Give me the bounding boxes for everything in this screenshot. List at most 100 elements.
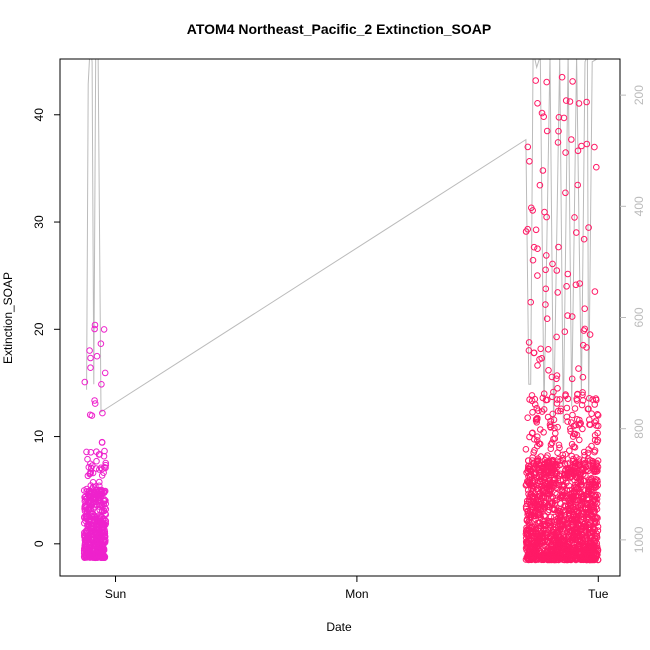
data-point — [541, 520, 548, 528]
data-point — [542, 301, 549, 308]
data-point — [554, 536, 562, 543]
data-point — [571, 477, 578, 484]
data-point — [568, 136, 575, 143]
data-point — [537, 426, 544, 433]
data-point — [569, 544, 576, 552]
data-point — [101, 533, 108, 540]
data-point — [532, 528, 539, 536]
data-point — [571, 515, 579, 523]
data-point — [583, 496, 591, 503]
data-point — [546, 499, 554, 507]
data-point — [572, 281, 580, 289]
data-point — [585, 556, 593, 564]
data-point — [557, 477, 564, 484]
data-point — [88, 498, 96, 506]
data-point — [559, 488, 566, 496]
data-point — [87, 469, 94, 477]
data-point — [100, 521, 107, 528]
data-point — [560, 482, 568, 489]
y-tick-label: 40 — [32, 108, 46, 122]
data-point — [93, 352, 101, 360]
data-point — [82, 546, 90, 553]
x-tick-label: Sun — [105, 587, 126, 601]
data-point — [84, 455, 91, 463]
data-point — [567, 428, 574, 435]
data-point — [568, 520, 576, 528]
data-point — [571, 405, 579, 412]
data-point — [93, 457, 100, 465]
data-point — [552, 462, 560, 469]
data-point — [562, 451, 569, 458]
data-point — [562, 392, 569, 400]
data-point — [554, 289, 562, 296]
data-point — [553, 333, 560, 341]
data-point — [563, 283, 570, 290]
y-tick-label: 10 — [32, 430, 46, 444]
data-point — [101, 464, 108, 471]
data-point — [584, 449, 592, 457]
data-point — [583, 98, 590, 106]
data-point — [555, 127, 562, 135]
data-point — [576, 416, 583, 424]
data-point — [529, 409, 536, 416]
data-point — [564, 556, 571, 564]
data-point — [528, 204, 535, 212]
data-point — [571, 555, 578, 563]
data-point — [556, 472, 564, 479]
data-point — [546, 546, 554, 553]
data-point — [574, 502, 582, 509]
data-point — [89, 462, 96, 469]
data-point — [545, 490, 552, 497]
data-point — [551, 532, 558, 540]
data-point — [101, 447, 108, 455]
data-point — [525, 347, 533, 354]
data-point — [552, 430, 559, 437]
data-point — [84, 553, 92, 561]
data-point — [101, 496, 108, 503]
data-point — [541, 208, 548, 216]
data-point — [569, 496, 576, 504]
data-point — [564, 465, 571, 472]
data-point — [545, 346, 552, 353]
data-point — [527, 480, 534, 487]
data-point — [559, 457, 567, 464]
x-axis-label: Date — [326, 620, 352, 634]
data-point — [83, 542, 90, 550]
data-point — [551, 556, 559, 564]
data-point — [101, 369, 109, 377]
data-point — [579, 373, 587, 381]
data-point — [576, 420, 584, 428]
data-point — [568, 313, 576, 320]
data-point — [560, 114, 568, 122]
data-point — [524, 543, 531, 551]
data-point — [550, 536, 558, 544]
data-point — [582, 467, 589, 475]
data-point — [85, 531, 93, 539]
data-point — [565, 531, 572, 539]
data-point — [87, 460, 94, 468]
data-point — [99, 409, 106, 417]
data-point — [561, 472, 568, 479]
data-point — [90, 516, 98, 524]
data-point — [539, 167, 547, 174]
data-point — [86, 347, 93, 354]
data-point — [543, 315, 551, 323]
data-point — [567, 425, 574, 433]
data-point — [527, 549, 535, 557]
data-point — [91, 321, 99, 329]
data-point — [594, 412, 602, 419]
data-point — [98, 542, 105, 549]
data-point — [580, 327, 588, 334]
data-point — [575, 100, 583, 107]
data-point — [533, 553, 540, 560]
data-point — [566, 459, 574, 467]
data-point — [565, 482, 573, 490]
data-point — [550, 388, 557, 396]
data-point — [561, 533, 568, 541]
data-point — [584, 494, 592, 502]
data-point — [549, 410, 557, 418]
data-point — [543, 127, 551, 135]
data-point — [589, 461, 597, 468]
data-point — [90, 495, 98, 502]
data-point — [87, 364, 94, 372]
